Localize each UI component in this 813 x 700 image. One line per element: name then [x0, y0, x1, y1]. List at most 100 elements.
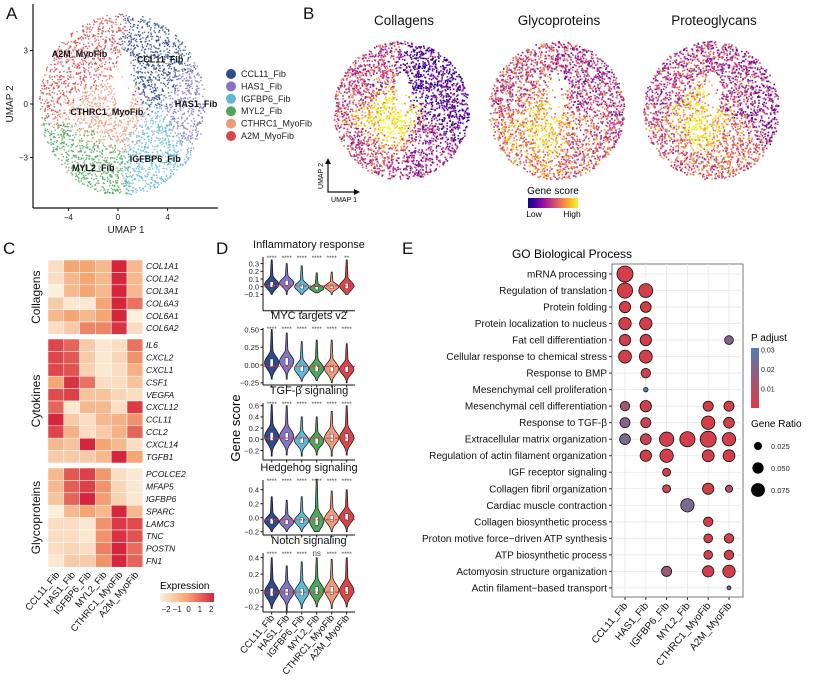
umap-point: [103, 138, 105, 141]
umap-point: [104, 97, 106, 99]
umap-point: [132, 187, 134, 189]
umap-point: [86, 177, 89, 179]
gene-score-point: [449, 149, 451, 152]
umap-point: [113, 157, 116, 159]
umap-point: [168, 95, 170, 97]
umap-point: [176, 78, 178, 81]
gene-score-point: [378, 128, 380, 131]
umap-point: [125, 180, 127, 182]
umap-point: [155, 90, 157, 92]
gene-score-point: [429, 85, 431, 88]
gene-score-point: [452, 150, 455, 153]
gene-score-point: [368, 105, 371, 107]
gene-score-point: [441, 127, 444, 130]
gene-score-point: [411, 61, 414, 63]
umap-point: [113, 135, 116, 138]
umap-point: [109, 78, 111, 80]
gene-score-point: [440, 95, 442, 98]
gene-score-point: [423, 53, 425, 56]
umap-point: [78, 106, 80, 108]
umap-point: [158, 74, 160, 76]
umap-point: [77, 156, 80, 158]
umap-point: [146, 132, 148, 134]
umap-point: [126, 115, 128, 117]
gene-score-point: [396, 169, 398, 171]
gene-score-point: [401, 162, 404, 164]
gene-score-point: [368, 144, 370, 146]
gene-score-point: [462, 88, 465, 90]
umap-point: [88, 158, 90, 160]
umap-point: [97, 126, 100, 128]
gene-score-point: [397, 142, 400, 144]
umap-point: [182, 141, 184, 143]
umap-point: [165, 96, 167, 99]
umap-point: [138, 164, 140, 166]
gene-score-point: [424, 96, 427, 99]
umap-point: [110, 58, 112, 60]
umap-point: [113, 125, 116, 127]
gene-score-point: [355, 70, 357, 72]
gene-score-point: [466, 96, 468, 99]
umap-point: [169, 97, 171, 100]
umap-point: [60, 57, 62, 59]
gene-score-point: [439, 151, 442, 154]
umap-point: [154, 90, 156, 92]
umap-point: [190, 120, 193, 122]
gene-score-point: [461, 138, 463, 140]
gene-score-point: [428, 46, 431, 49]
umap-point: [89, 62, 91, 64]
umap-point: [170, 172, 172, 175]
umap-point: [119, 189, 121, 191]
umap-point: [109, 173, 112, 176]
umap-point: [128, 117, 130, 119]
gene-score-point: [418, 142, 420, 145]
umap-point: [91, 102, 93, 104]
umap-point: [141, 71, 143, 74]
umap-point: [90, 164, 92, 166]
umap-point: [123, 33, 125, 35]
legend-label: HAS1_Fib: [241, 81, 282, 91]
gene-score-point: [434, 56, 436, 58]
gene-score-point: [451, 101, 454, 103]
umap-point: [157, 39, 160, 42]
gene-score-point: [419, 46, 421, 48]
umap-point: [158, 76, 161, 78]
gene-score-point: [389, 147, 391, 150]
umap-point: [73, 55, 76, 58]
umap-point: [126, 192, 129, 195]
gene-score-point: [352, 73, 354, 76]
umap-point: [175, 156, 178, 158]
umap-point: [98, 139, 100, 141]
umap-point: [58, 98, 60, 100]
umap-point: [169, 149, 171, 151]
umap-point: [113, 97, 116, 100]
umap-point: [109, 113, 111, 115]
umap-point: [100, 161, 102, 164]
gene-score-point: [440, 148, 443, 150]
gene-score-point: [420, 103, 423, 105]
umap-point: [163, 61, 165, 64]
umap-point: [96, 155, 99, 158]
gene-score-point: [450, 123, 453, 126]
gene-score-point: [391, 123, 394, 126]
gene-score-point: [352, 87, 354, 90]
umap-point: [185, 127, 187, 130]
umap-point: [185, 77, 188, 79]
umap-point: [149, 18, 151, 20]
gene-score-point: [392, 81, 394, 83]
umap-point: [146, 45, 148, 47]
gene-score-point: [422, 175, 424, 178]
umap-point: [154, 84, 156, 86]
umap-point: [82, 79, 84, 81]
gene-score-point: [348, 88, 351, 91]
umap-point: [127, 156, 130, 158]
gene-score-point: [424, 160, 427, 162]
gene-score-point: [442, 97, 444, 99]
umap-point: [82, 183, 84, 185]
gene-score-point: [350, 84, 353, 87]
umap-point: [172, 145, 174, 147]
umap-point: [113, 128, 115, 130]
umap-point: [64, 98, 66, 101]
umap-point: [93, 166, 95, 168]
gene-score-point: [379, 50, 381, 53]
